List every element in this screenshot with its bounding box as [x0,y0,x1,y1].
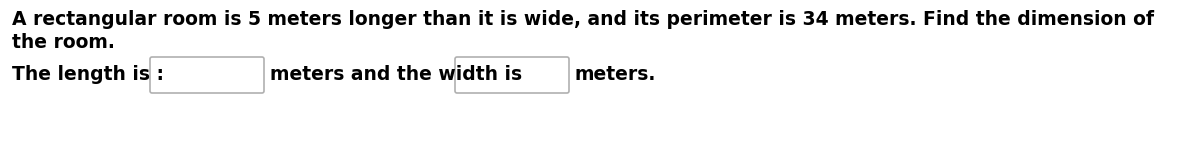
Text: The length is :: The length is : [12,65,164,84]
FancyBboxPatch shape [150,57,264,93]
FancyBboxPatch shape [455,57,569,93]
Text: meters and the width is: meters and the width is [270,65,522,84]
Text: meters.: meters. [575,65,656,84]
Text: the room.: the room. [12,33,115,52]
Text: A rectangular room is 5 meters longer than it is wide, and its perimeter is 34 m: A rectangular room is 5 meters longer th… [12,10,1154,29]
